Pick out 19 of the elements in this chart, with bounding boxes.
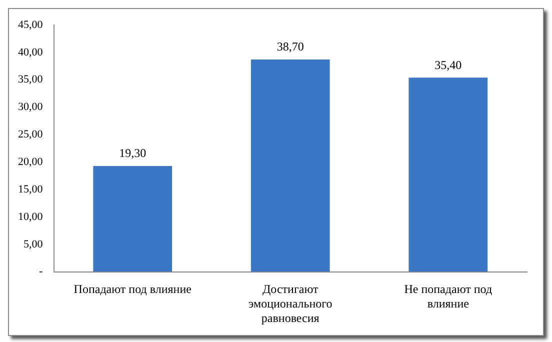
x-tick-label: Достигают эмоционального равновесия (248, 282, 332, 325)
bar (408, 78, 488, 272)
data-label: 19,30 (119, 146, 146, 160)
y-tick-label: 5,00 (24, 238, 44, 250)
y-tick-label: 35,00 (18, 74, 44, 86)
bar (93, 166, 172, 272)
y-tick-label: 40,00 (18, 46, 44, 58)
y-tick-label: 30,00 (18, 101, 44, 114)
x-tick-label: Попадают под влияние (74, 282, 192, 296)
y-tick-label: 45,00 (18, 18, 44, 31)
y-tick-label: 25,00 (18, 128, 44, 141)
x-tick-label: Не попадают под влияние (404, 282, 492, 311)
data-label: 35,40 (434, 58, 462, 72)
y-tick-label: 15,00 (18, 183, 44, 196)
y-tick-label: 10,00 (18, 210, 44, 223)
data-label: 38,70 (276, 40, 304, 54)
bar (250, 60, 330, 272)
y-tick-label: - (39, 266, 44, 278)
y-tick-label: 20,00 (18, 156, 44, 168)
